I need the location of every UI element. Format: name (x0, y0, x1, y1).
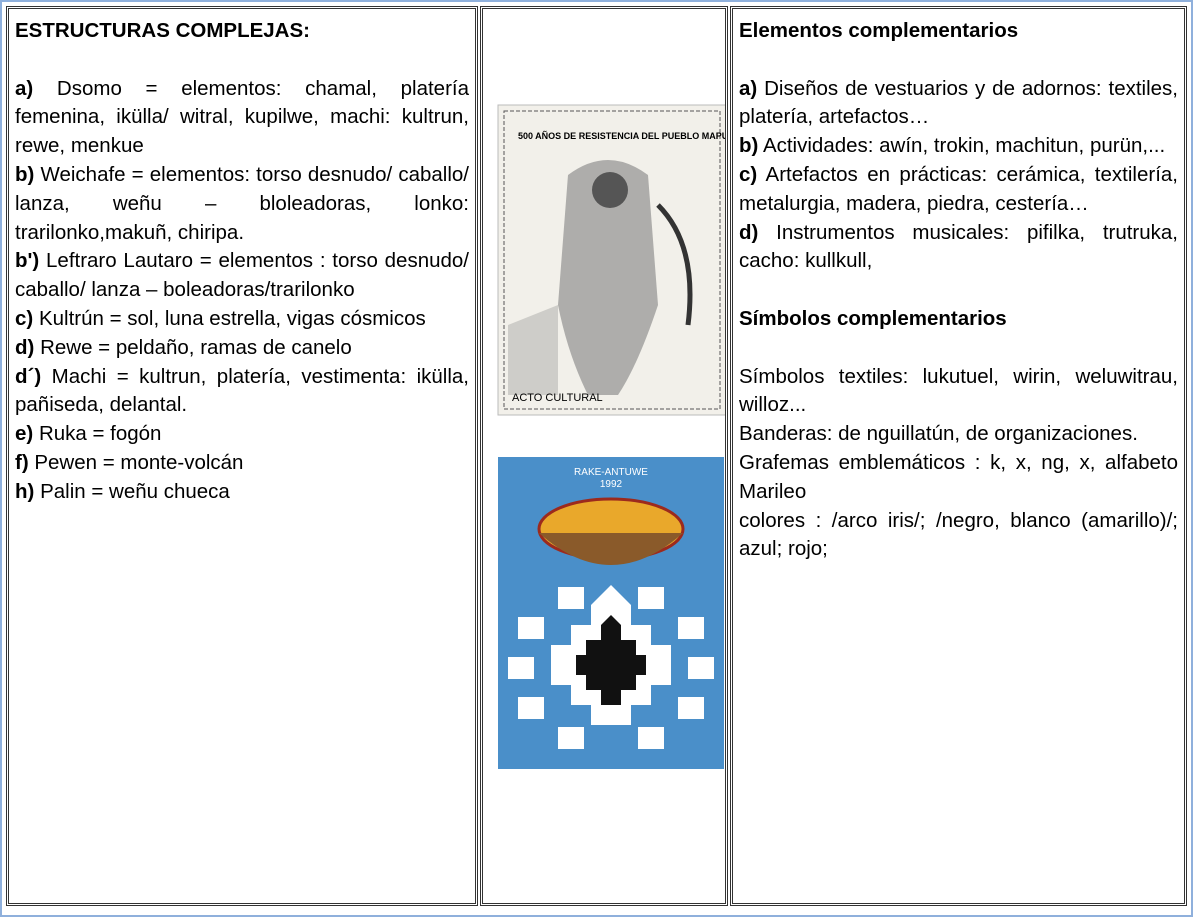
heading: ESTRUCTURAS COMPLEJAS: (15, 19, 310, 42)
item-label: b') (15, 249, 40, 273)
item-text: Rewe = peldaño, ramas de canelo (40, 335, 352, 359)
item-label: d´) (15, 364, 42, 388)
posters: 500 AÑOS DE RESISTENCIA DEL PUEBLO MAPUC… (497, 104, 725, 769)
item: d) Rewe = peldaño, ramas de canelo (15, 334, 469, 363)
right-column: Elementos complementarios a) Diseños de … (730, 6, 1187, 906)
item: c) Artefactos en prácticas: cerámica, te… (739, 161, 1178, 219)
item: a) Diseños de vestuarios y de adornos: t… (739, 75, 1178, 133)
item-label: e) (15, 422, 34, 446)
item-label: c) (739, 162, 758, 186)
item-text: Palin = weñu chueca (40, 479, 230, 503)
item-text: Leftraro Lautaro = elementos : torso des… (15, 249, 469, 302)
item-label: d) (15, 335, 35, 359)
item-text: Instrumentos musicales: pifilka, trutruk… (739, 220, 1179, 273)
item-label: b) (15, 162, 35, 186)
poster-footer: ACTO CULTURAL (512, 392, 603, 404)
item-label: b) (739, 134, 759, 158)
poster-year: 1992 (600, 479, 623, 490)
item: e) Ruka = fogón (15, 420, 469, 449)
item-text: Artefactos en prácticas: cerámica, texti… (739, 162, 1178, 215)
item-text: Diseños de vestuarios y de adornos: text… (739, 76, 1179, 129)
item-label: a) (15, 76, 34, 100)
item: d) Instrumentos musicales: pifilka, trut… (739, 219, 1178, 277)
item-label: f) (15, 450, 29, 474)
item-list: a) Dsomo = elementos: chamal, platería f… (15, 75, 469, 507)
item-text: Weichafe = elementos: torso desnudo/ cab… (15, 162, 469, 244)
text-line: Grafemas emblemáticos : k, x, ng, x, alf… (739, 450, 1178, 503)
item-label: h) (15, 479, 35, 503)
item: h) Palin = weñu chueca (15, 478, 469, 507)
item-text: Machi = kultrun, platería, vestimenta: i… (15, 364, 469, 417)
item-text: Dsomo = elementos: chamal, platería feme… (15, 76, 469, 158)
item-text: Actividades: awín, trokin, machitun, pur… (762, 134, 1166, 158)
heading: Elementos complementarios (739, 19, 1019, 42)
item-text: Pewen = monte-volcán (34, 450, 244, 474)
item: b) Weichafe = elementos: torso desnudo/ … (15, 161, 469, 247)
text-line: Banderas: de nguillatún, de organizacion… (739, 422, 1138, 446)
item-text: Ruka = fogón (38, 422, 162, 446)
item: d´) Machi = kultrun, platería, vestiment… (15, 363, 469, 421)
text-line: Símbolos textiles: lukutuel, wirin, welu… (739, 364, 1178, 417)
left-column: ESTRUCTURAS COMPLEJAS: a) Dsomo = elemen… (6, 6, 478, 906)
item: b) Actividades: awín, trokin, machitun, … (739, 132, 1178, 161)
item-list: a) Diseños de vestuarios y de adornos: t… (739, 75, 1178, 277)
poster-2: RAKE-ANTUWE 1992 (498, 457, 724, 769)
item-text: Kultrún = sol, luna estrella, vigas cósm… (38, 306, 426, 330)
image-column: 500 AÑOS DE RESISTENCIA DEL PUEBLO MAPUC… (480, 6, 728, 906)
item-label: c) (15, 306, 34, 330)
item: b') Leftraro Lautaro = elementos : torso… (15, 247, 469, 305)
heading: Símbolos complementarios (739, 306, 1007, 330)
item: f) Pewen = monte-volcán (15, 449, 469, 478)
poster-1: 500 AÑOS DE RESISTENCIA DEL PUEBLO MAPUC… (497, 104, 725, 416)
line-list: Símbolos textiles: lukutuel, wirin, welu… (739, 363, 1178, 565)
item: c) Kultrún = sol, luna estrella, vigas c… (15, 305, 469, 334)
item: a) Dsomo = elementos: chamal, platería f… (15, 75, 469, 161)
item-label: d) (739, 220, 759, 244)
item-label: a) (739, 76, 758, 100)
poster-title: 500 AÑOS DE RESISTENCIA DEL PUEBLO MAPUC… (518, 131, 725, 141)
text-line: colores : /arco iris/; /negro, blanco (a… (739, 508, 1178, 561)
poster-title: RAKE-ANTUWE (574, 467, 648, 478)
